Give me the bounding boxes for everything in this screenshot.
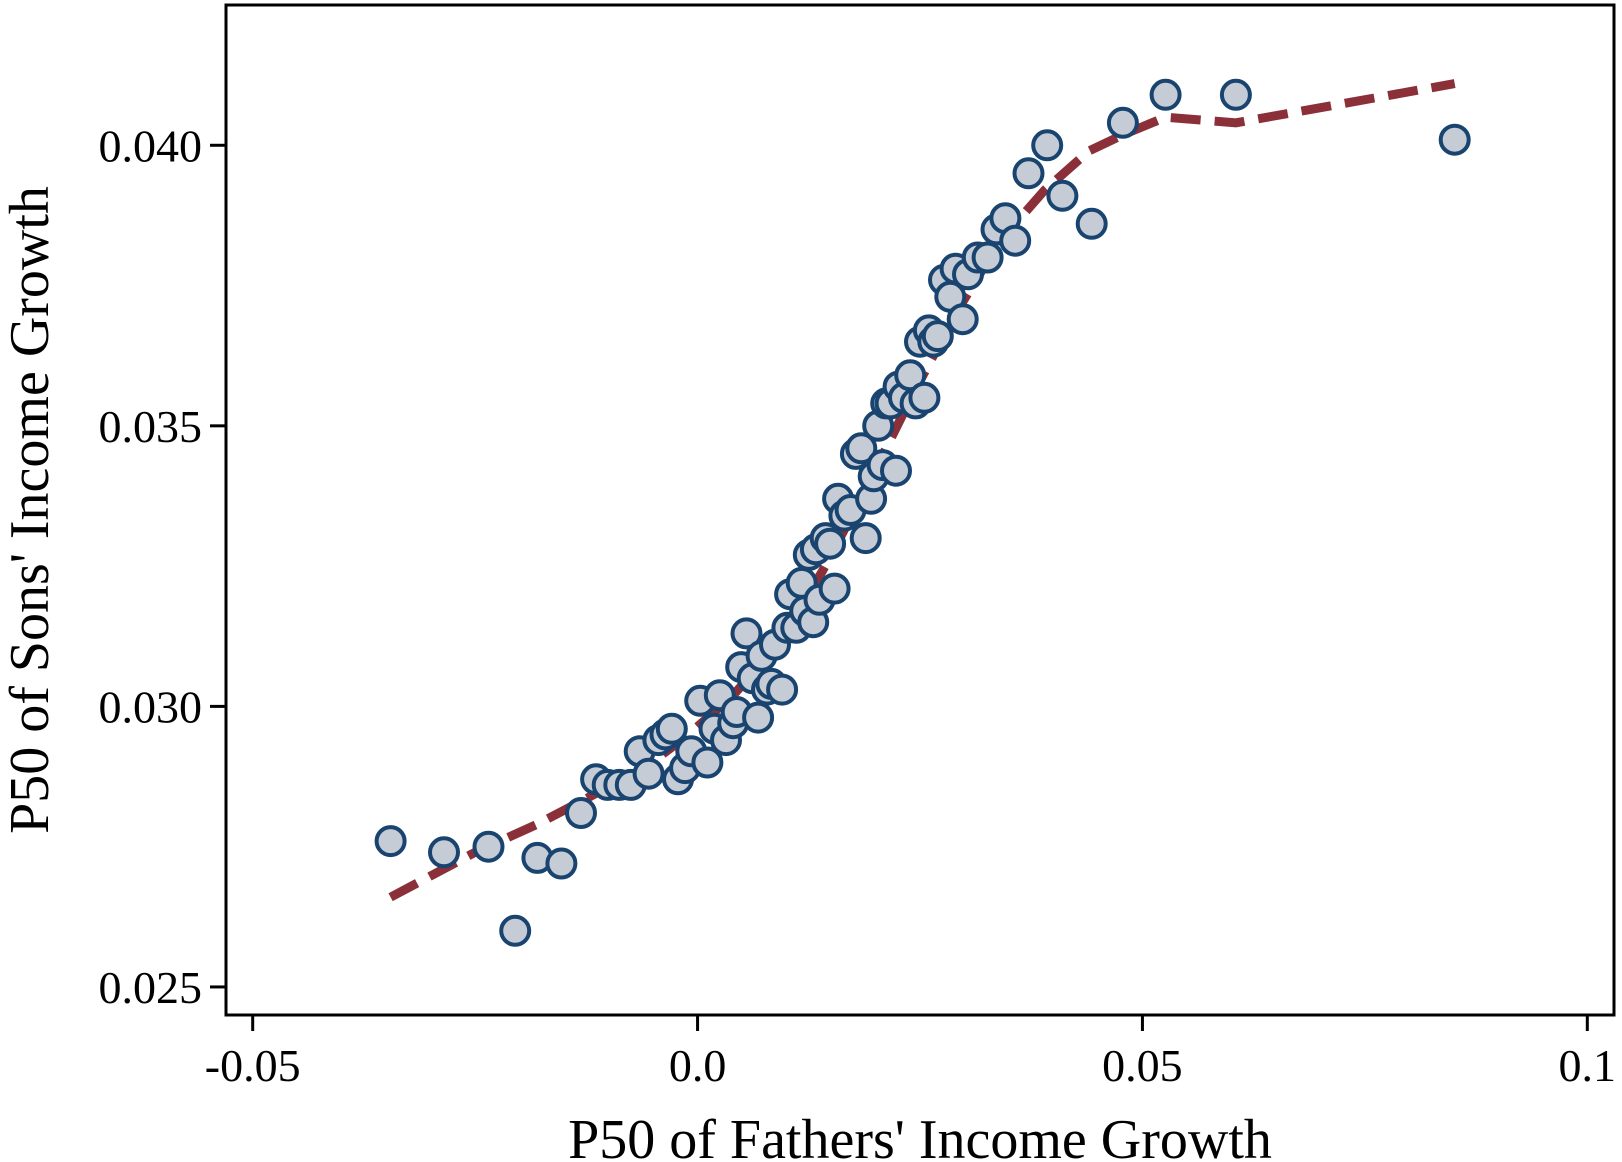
data-point [849, 522, 882, 555]
x-tick-label: 0.1 [1559, 1040, 1617, 1091]
data-point [730, 617, 763, 650]
data-point [472, 830, 505, 863]
data-point [908, 381, 941, 414]
y-tick-label: 0.035 [99, 401, 203, 452]
data-point [999, 224, 1032, 257]
data-point [655, 712, 688, 745]
data-point [880, 454, 912, 487]
data-point [428, 836, 460, 869]
x-tick-label: 0.0 [669, 1040, 727, 1091]
data-point [1219, 78, 1252, 111]
y-axis: 0.025 0.030 0.035 0.040 [99, 120, 226, 1013]
data-point [565, 797, 597, 829]
y-tick-label: 0.040 [99, 120, 203, 171]
x-tick-label: 0.05 [1102, 1040, 1183, 1091]
data-point [946, 303, 979, 336]
scatter-points [374, 78, 1471, 947]
data-point [374, 825, 407, 858]
data-point [971, 241, 1004, 274]
data-point [1106, 106, 1139, 139]
data-point [499, 914, 532, 947]
data-point [1438, 123, 1471, 156]
data-point [691, 746, 724, 779]
data-point [1031, 129, 1064, 162]
x-axis-title: P50 of Fathers' Income Growth [568, 1109, 1272, 1162]
x-tick-label: -0.05 [205, 1040, 301, 1091]
fitted-curve [388, 79, 1456, 902]
data-point [814, 527, 847, 560]
data-point [1149, 78, 1182, 111]
data-point [845, 432, 878, 465]
data-point [545, 847, 578, 880]
data-point [1075, 207, 1108, 240]
data-point [766, 673, 799, 706]
y-axis-title: P50 of Sons' Income Growth [0, 186, 61, 834]
data-point [1046, 179, 1079, 212]
data-point [1012, 157, 1045, 190]
y-tick-label: 0.025 [99, 962, 203, 1013]
data-point [818, 572, 851, 605]
data-point [632, 757, 665, 790]
data-point [742, 701, 775, 734]
x-axis: -0.05 0.0 0.05 0.1 [205, 1015, 1616, 1091]
data-point [921, 320, 954, 353]
y-tick-label: 0.030 [99, 681, 203, 732]
